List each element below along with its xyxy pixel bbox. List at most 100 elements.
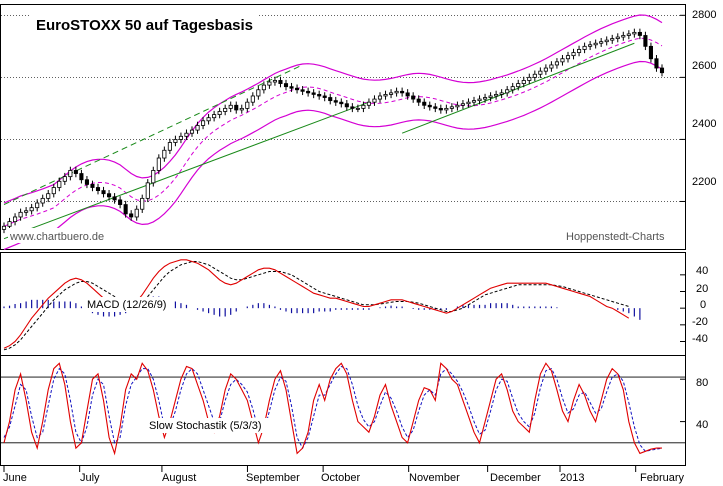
candle-body <box>582 45 587 50</box>
candle-body <box>654 58 659 69</box>
candle-body <box>300 89 305 92</box>
candle-body <box>272 80 277 83</box>
candle-body <box>389 92 394 95</box>
candle-body <box>217 111 222 115</box>
candle-body <box>626 33 631 36</box>
candle-body <box>151 170 156 184</box>
trend-channel-line <box>3 64 303 206</box>
candle-body <box>84 179 89 185</box>
price-overlays <box>3 14 663 251</box>
candle-body <box>339 101 344 105</box>
candle-body <box>477 98 482 102</box>
candle-body <box>46 193 51 199</box>
candle-body <box>549 64 554 69</box>
candle-body <box>129 213 134 218</box>
candle-body <box>156 157 161 171</box>
macd-tick-label: -40 <box>692 333 708 345</box>
macd-signal-line <box>3 261 629 351</box>
trend-line <box>3 101 370 240</box>
x-axis-labels: June July August September October Novem… <box>3 472 685 484</box>
candle-body <box>173 139 178 143</box>
watermark-right-background <box>562 228 672 243</box>
candle-body <box>632 31 637 35</box>
price-tick-label: 2400 <box>692 118 716 130</box>
price-tick-label: 2800 <box>692 9 716 21</box>
candle-body <box>521 80 526 84</box>
candle-body <box>372 98 377 103</box>
candle-body <box>206 117 211 122</box>
stochastic-label-background <box>146 418 280 433</box>
candle-body <box>306 90 311 94</box>
macd-tick-label: 40 <box>696 265 708 277</box>
candle-body <box>51 187 56 195</box>
candle-body <box>610 38 615 41</box>
candle-body <box>228 104 233 109</box>
candle-body <box>140 197 145 210</box>
candle-body <box>411 95 416 100</box>
x-tick-label: November <box>409 472 460 484</box>
candle-body <box>405 92 410 97</box>
macd-label: MACD (12/26/9) <box>87 299 166 311</box>
macd-gridlines <box>680 274 686 342</box>
candle-body <box>267 81 272 86</box>
candle-body <box>471 100 477 103</box>
candle-body <box>223 107 228 112</box>
candle-body <box>178 135 183 140</box>
candle-body <box>394 90 399 94</box>
candle-body <box>538 70 543 75</box>
candle-body <box>648 45 653 60</box>
candle-body <box>438 107 443 111</box>
candle-body <box>604 39 609 43</box>
candle-body <box>355 107 360 110</box>
candle-body <box>588 44 593 47</box>
candle-body <box>40 197 45 204</box>
stochastic-tick-label: 80 <box>696 377 708 389</box>
candle-body <box>112 196 117 201</box>
candle-body <box>195 125 200 131</box>
candle-body <box>118 199 123 205</box>
candle-body <box>333 100 338 103</box>
candle-body <box>184 132 189 137</box>
x-tick-label: July <box>80 472 100 484</box>
candle-body <box>283 83 289 88</box>
candle-body <box>239 107 244 111</box>
candle-body <box>560 58 565 63</box>
candle-body <box>62 176 67 182</box>
candle-body <box>322 95 327 98</box>
candle-body <box>621 35 626 38</box>
macd-tick-label: 20 <box>696 283 708 295</box>
candle-body <box>311 92 316 95</box>
candle-body <box>571 52 576 57</box>
candle-body <box>361 104 366 109</box>
candle-body <box>554 61 559 66</box>
candle-body <box>422 101 427 106</box>
candle-body <box>13 216 18 223</box>
candle-body <box>637 31 642 36</box>
candle-body <box>532 73 537 78</box>
moving-average-line <box>3 37 663 227</box>
candle-body <box>73 170 78 174</box>
candle-body <box>377 95 383 100</box>
candle-body <box>189 129 195 134</box>
candle-body <box>444 107 449 111</box>
candle-body <box>90 183 95 188</box>
x-tick-label: August <box>162 472 196 484</box>
candle-body <box>29 207 34 212</box>
candle-body <box>527 76 532 81</box>
candle-body <box>201 120 206 126</box>
candle-body <box>433 106 438 109</box>
candle-body <box>488 95 493 98</box>
x-tick-label: December <box>490 472 541 484</box>
candle-body <box>494 94 499 97</box>
stochastic-k-line <box>3 362 662 456</box>
x-tick-label: June <box>3 472 27 484</box>
candle-body <box>383 94 388 97</box>
candle-body <box>510 86 515 91</box>
candle-body <box>212 114 217 119</box>
candle-body <box>101 190 106 195</box>
price-tick-label: 2200 <box>692 176 716 188</box>
candle-body <box>278 80 283 84</box>
macd-tick-label: 0 <box>700 299 706 311</box>
x-tick-label: 2013 <box>560 472 584 484</box>
candle-body <box>516 83 521 88</box>
